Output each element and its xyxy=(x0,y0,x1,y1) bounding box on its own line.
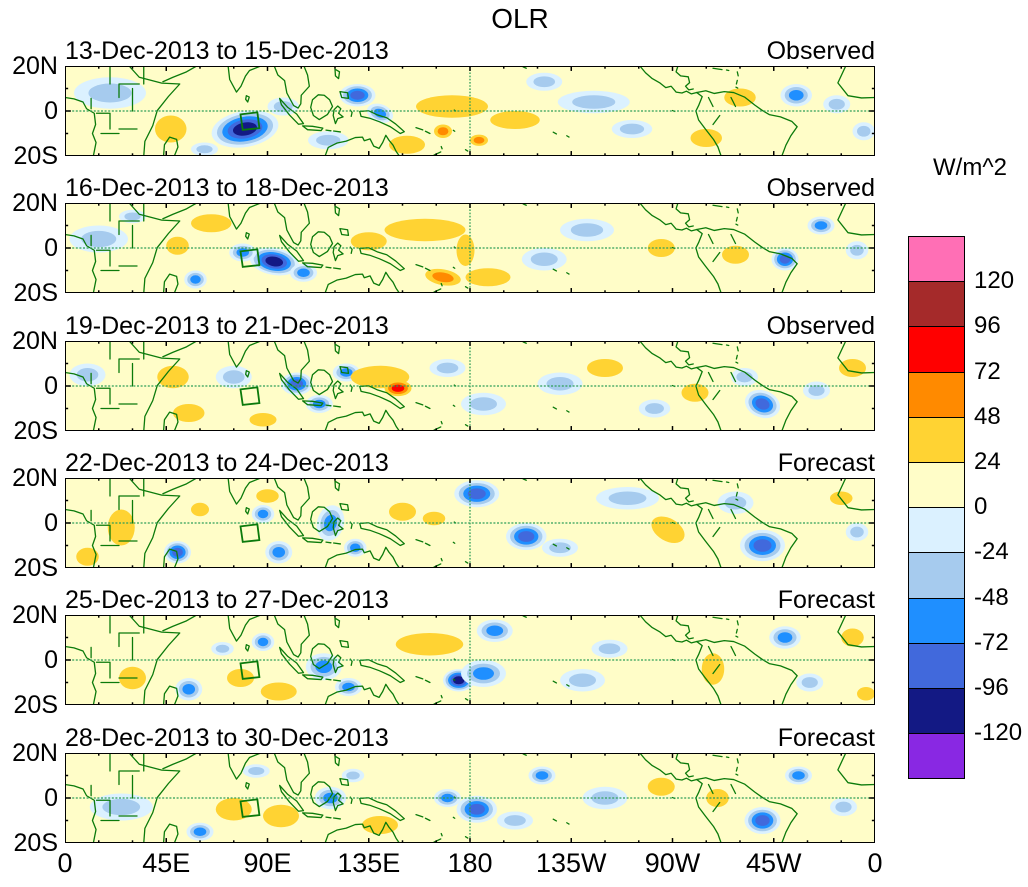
x-tick-label: 0 xyxy=(867,848,883,878)
coastlines xyxy=(65,66,875,156)
coastlines xyxy=(65,341,875,431)
map-panel xyxy=(65,477,875,568)
y-axis-label-0: 0 xyxy=(44,646,58,675)
x-tick-label: 90E xyxy=(243,848,292,878)
panel-type-label: Observed xyxy=(766,174,875,203)
colorbar-label: 24 xyxy=(974,448,1001,475)
y-axis-label-20s: 20S xyxy=(13,279,58,308)
colorbar-box xyxy=(908,552,965,599)
colorbar-label: -72 xyxy=(974,628,1009,656)
colorbar-box xyxy=(908,416,965,463)
page-title: OLR xyxy=(491,3,549,34)
y-axis-label-20n: 20N xyxy=(12,738,58,767)
panel-5: 25-Dec-2013 to 27-Dec-2013 Forecast 20N 0… xyxy=(0,586,880,718)
x-tick-label: 135W xyxy=(535,848,607,878)
y-axis-label-0: 0 xyxy=(44,783,58,812)
colorbar-label: 48 xyxy=(974,402,1001,430)
colorbar-box xyxy=(908,281,965,328)
map-panel xyxy=(65,340,875,431)
x-axis: 0 45E 90E 135E 180 135W 90W 45W 0 xyxy=(0,848,1028,880)
colorbar-label: -96 xyxy=(974,674,1009,701)
colorbar-box xyxy=(908,733,965,780)
y-axis-label-20s: 20S xyxy=(13,691,58,720)
colorbar-label: -120 xyxy=(974,719,1023,747)
panel-2: 16-Dec-2013 to 18-Dec-2013 Observed 20N 0… xyxy=(0,174,880,306)
x-tick-label: 135E xyxy=(337,848,401,878)
y-axis-label-20s: 20S xyxy=(13,828,58,857)
y-axis-label-20n: 20N xyxy=(12,52,58,80)
colorbar-box xyxy=(908,507,965,554)
y-axis-label-0: 0 xyxy=(44,234,58,263)
colorbar-label: 120 xyxy=(974,267,1015,295)
map-panel xyxy=(65,752,875,843)
panel-date-range: 19-Dec-2013 to 21-Dec-2013 xyxy=(65,311,389,340)
roi-box xyxy=(241,387,260,405)
y-axis-label-20n: 20N xyxy=(12,326,58,355)
panel-type-label: Forecast xyxy=(777,448,875,477)
colorbar-box xyxy=(908,371,965,418)
panel-type-label: Observed xyxy=(766,37,875,65)
colorbar-label: 0 xyxy=(974,493,988,521)
y-axis-label-20n: 20N xyxy=(12,601,58,630)
coastlines xyxy=(65,478,875,568)
map-panel xyxy=(65,615,875,706)
panel-type-label: Observed xyxy=(766,311,875,340)
anomaly-field xyxy=(74,72,875,156)
anomaly-field xyxy=(89,763,857,841)
anomaly-field xyxy=(119,619,875,701)
y-axis-label-0: 0 xyxy=(44,97,58,125)
colorbar-box xyxy=(908,642,965,689)
x-tick-label: 0 xyxy=(57,848,73,878)
roi-box xyxy=(241,662,260,680)
colorbar-label: -24 xyxy=(974,538,1009,566)
map-panel xyxy=(65,203,875,294)
y-axis-label-0: 0 xyxy=(44,371,58,400)
panel-1: 13-Dec-2013 to 15-Dec-2013 Observed 20N 0… xyxy=(0,37,880,169)
map-panel xyxy=(65,66,875,156)
panel-type-label: Forecast xyxy=(777,586,875,615)
roi-box xyxy=(241,250,260,268)
roi-box xyxy=(241,112,260,130)
x-tick-label: 45E xyxy=(142,848,191,878)
colorbar-box xyxy=(908,688,965,735)
panel-date-range: 13-Dec-2013 to 15-Dec-2013 xyxy=(65,37,389,65)
roi-box xyxy=(241,524,260,542)
colorbar-box xyxy=(908,326,965,373)
anomaly-field xyxy=(69,210,869,289)
y-axis-label-20s: 20S xyxy=(13,553,58,582)
colorbar-box xyxy=(908,597,965,644)
y-axis-label-20n: 20N xyxy=(12,463,58,492)
panel-date-range: 28-Dec-2013 to 30-Dec-2013 xyxy=(65,723,389,752)
colorbar-box xyxy=(908,236,965,283)
roi-box xyxy=(241,799,260,817)
panel-date-range: 22-Dec-2013 to 24-Dec-2013 xyxy=(65,448,389,477)
colorbar-label: 72 xyxy=(974,357,1001,385)
panel-4: 22-Dec-2013 to 24-Dec-2013 Forecast 20N 0… xyxy=(0,448,880,580)
panel-date-range: 16-Dec-2013 to 18-Dec-2013 xyxy=(65,174,389,203)
colorbar-box xyxy=(908,462,965,509)
x-tick-label: 45W xyxy=(745,848,802,878)
x-tick-label: 180 xyxy=(447,848,493,878)
panel-3: 19-Dec-2013 to 21-Dec-2013 Observed 20N 0… xyxy=(0,311,880,443)
y-axis-label-0: 0 xyxy=(44,508,58,537)
panel-date-range: 25-Dec-2013 to 27-Dec-2013 xyxy=(65,586,389,615)
panel-type-label: Forecast xyxy=(777,723,875,752)
y-axis-label-20s: 20S xyxy=(13,142,58,170)
colorbar-units-label: W/m^2 xyxy=(933,154,1007,181)
colorbar-label: 96 xyxy=(974,312,1001,340)
y-axis-label-20n: 20N xyxy=(12,189,58,218)
x-tick-label: 90W xyxy=(644,848,701,878)
panel-6: 28-Dec-2013 to 30-Dec-2013 Forecast 20N 0… xyxy=(0,723,880,855)
colorbar-label: -48 xyxy=(974,583,1009,611)
anomaly-field xyxy=(69,358,866,427)
y-axis-label-20s: 20S xyxy=(13,416,58,445)
